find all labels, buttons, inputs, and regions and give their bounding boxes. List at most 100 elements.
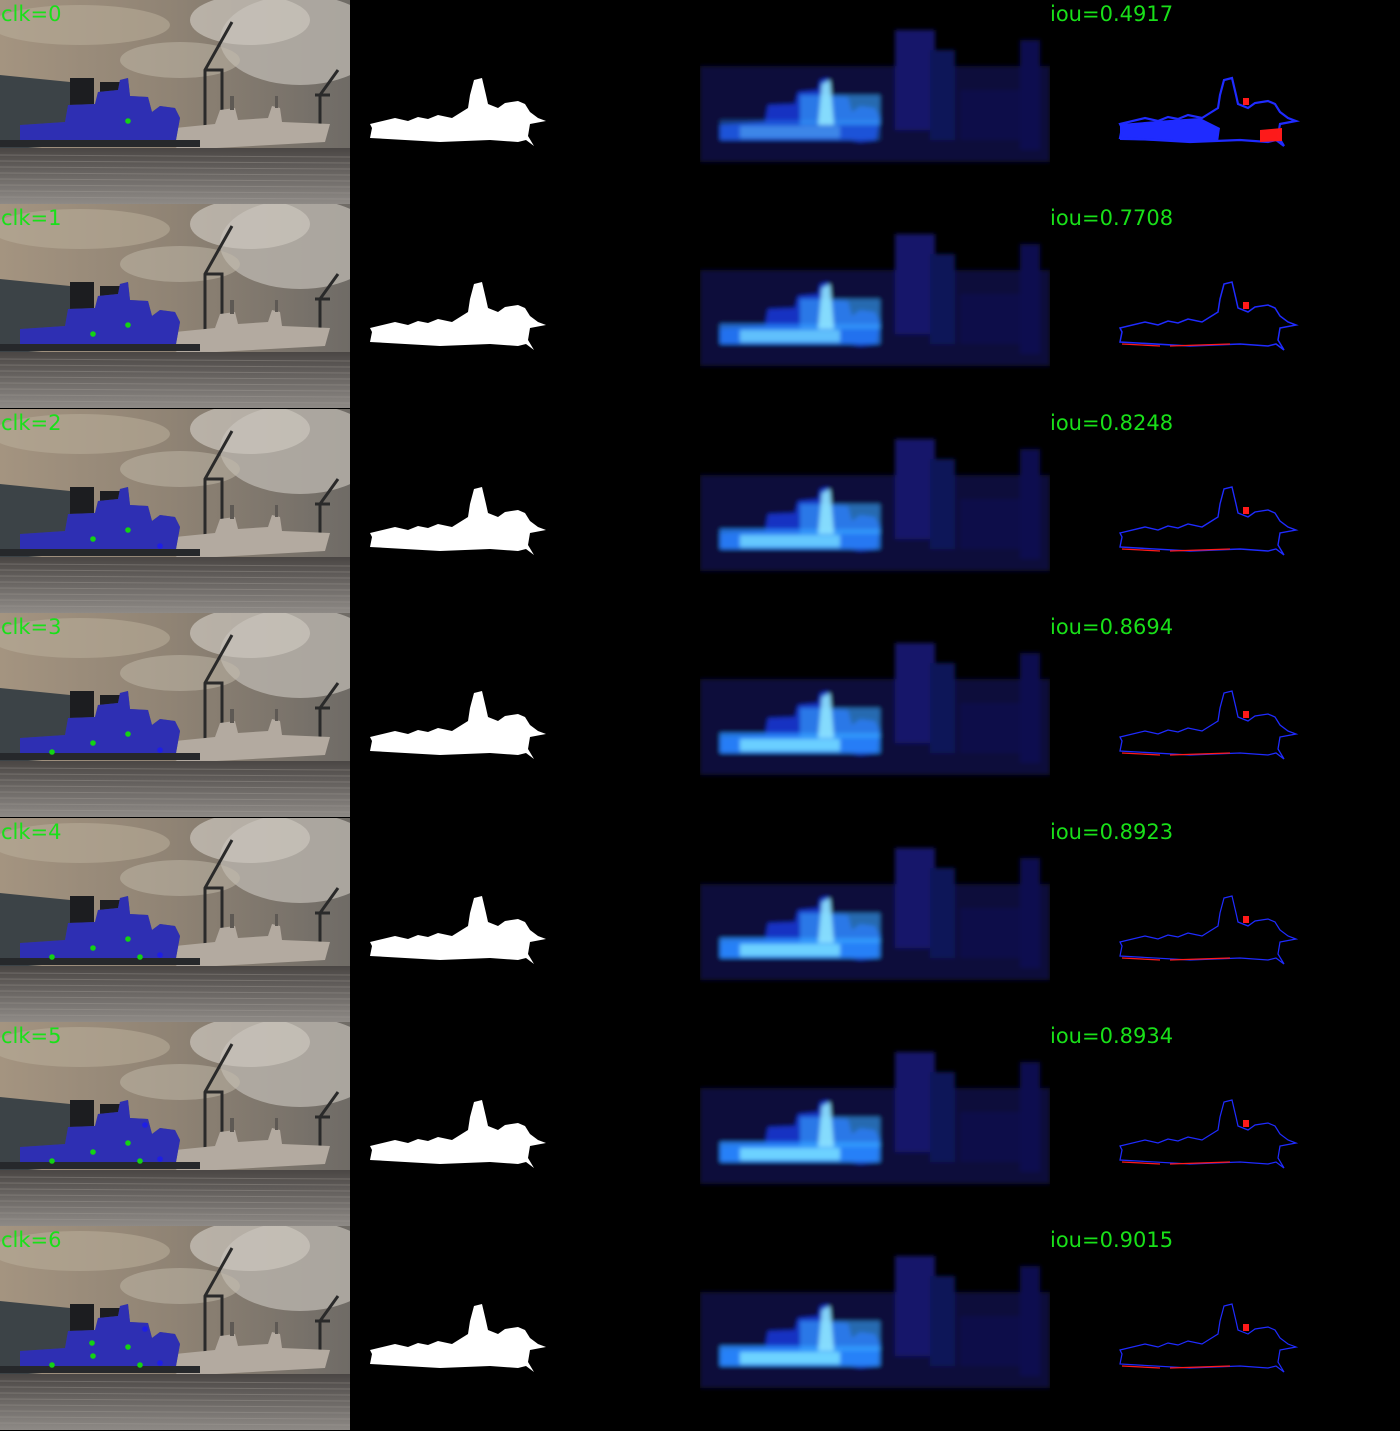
predicted-mask-graphic: [350, 817, 700, 1022]
error-map-graphic: [1050, 613, 1400, 818]
positive-click-marker: [137, 1158, 143, 1164]
click-count-label: clk=2: [1, 410, 62, 435]
result-row: clk=4 iou=0.8923: [0, 817, 1400, 1022]
positive-click-marker: [125, 118, 131, 124]
result-row: clk=3 iou=0.8694: [0, 613, 1400, 818]
negative-click-marker: [157, 951, 163, 958]
predicted-mask-graphic: [350, 1022, 700, 1226]
error-map-panel: [1050, 613, 1400, 818]
positive-click-marker: [137, 953, 143, 960]
result-row: clk=2 iou=0.8248: [0, 408, 1400, 613]
error-map-panel: [1050, 817, 1400, 1022]
positive-click-marker: [90, 740, 96, 746]
iou-score-label: iou=0.8694: [1050, 615, 1174, 640]
predicted-mask-graphic: [350, 204, 700, 409]
error-map-panel: [1050, 0, 1400, 204]
iou-score-label: iou=0.8248: [1050, 410, 1174, 435]
input-image-panel: [0, 1022, 350, 1226]
positive-click-marker: [125, 731, 131, 737]
input-image-graphic: [0, 1226, 350, 1431]
iou-score-label: iou=0.9015: [1050, 1228, 1174, 1253]
positive-click-marker: [90, 331, 96, 338]
predicted-mask-panel: [350, 204, 700, 409]
result-row: clk=5 iou=0.8934: [0, 1022, 1400, 1226]
probability-map-graphic: [700, 613, 1050, 818]
iou-score-label: iou=0.7708: [1050, 206, 1174, 231]
probability-map-panel: [700, 817, 1050, 1022]
predicted-mask-panel: [350, 408, 700, 613]
input-image-graphic: [0, 1022, 350, 1226]
click-count-label: clk=0: [1, 2, 62, 26]
probability-map-panel: [700, 204, 1050, 409]
positive-click-marker: [49, 953, 55, 960]
error-map-panel: [1050, 204, 1400, 409]
result-row: clk=1 iou=0.7708: [0, 204, 1400, 409]
probability-map-graphic: [700, 408, 1050, 613]
positive-click-marker: [90, 535, 96, 542]
error-map-graphic: [1050, 408, 1400, 613]
click-count-label: clk=3: [1, 615, 62, 640]
probability-map-panel: [700, 408, 1050, 613]
input-image-panel: [0, 204, 350, 409]
negative-click-marker: [157, 1360, 163, 1367]
negative-click-marker: [157, 1156, 163, 1162]
error-map-graphic: [1050, 204, 1400, 409]
probability-map-panel: [700, 613, 1050, 818]
positive-click-marker: [49, 1158, 55, 1164]
error-map-graphic: [1050, 1226, 1400, 1431]
click-count-label: clk=6: [1, 1228, 62, 1253]
negative-click-marker: [157, 542, 163, 549]
click-count-label: clk=5: [1, 1024, 62, 1048]
error-map-panel: [1050, 1226, 1400, 1431]
error-map-graphic: [1050, 1022, 1400, 1226]
probability-map-panel: [700, 0, 1050, 204]
probability-map-graphic: [700, 204, 1050, 409]
positive-click-marker: [125, 935, 131, 942]
predicted-mask-panel: [350, 613, 700, 818]
input-image-graphic: [0, 613, 350, 818]
error-map-graphic: [1050, 0, 1400, 204]
input-image-graphic: [0, 408, 350, 613]
input-image-panel: [0, 613, 350, 818]
probability-map-graphic: [700, 1022, 1050, 1226]
positive-click-marker: [90, 1353, 96, 1360]
positive-click-marker: [125, 1140, 131, 1146]
input-image-panel: [0, 408, 350, 613]
positive-click-marker: [90, 1149, 96, 1155]
positive-click-marker: [125, 322, 131, 329]
positive-click-marker: [89, 1340, 95, 1347]
click-count-label: clk=4: [1, 819, 62, 844]
input-image-panel: [0, 1226, 350, 1431]
probability-map-graphic: [700, 1226, 1050, 1431]
input-image-graphic: [0, 204, 350, 409]
error-map-panel: [1050, 1022, 1400, 1226]
probability-map-panel: [700, 1022, 1050, 1226]
predicted-mask-panel: [350, 1226, 700, 1431]
input-image-graphic: [0, 0, 350, 204]
probability-map-panel: [700, 1226, 1050, 1431]
result-row: clk=0 iou=0.4917: [0, 0, 1400, 204]
predicted-mask-graphic: [350, 408, 700, 613]
error-map-graphic: [1050, 817, 1400, 1022]
input-image-graphic: [0, 817, 350, 1022]
predicted-mask-graphic: [350, 1226, 700, 1431]
predicted-mask-graphic: [350, 0, 700, 204]
probability-map-graphic: [700, 817, 1050, 1022]
positive-click-marker: [90, 944, 96, 951]
predicted-mask-panel: [350, 1022, 700, 1226]
negative-click-marker: [142, 1122, 148, 1128]
positive-click-marker: [49, 749, 55, 755]
result-row: clk=6 iou=0.9015: [0, 1226, 1400, 1431]
iou-score-label: iou=0.8934: [1050, 1024, 1174, 1048]
click-count-label: clk=1: [1, 206, 62, 231]
predicted-mask-panel: [350, 817, 700, 1022]
positive-click-marker: [137, 1362, 143, 1369]
input-image-panel: [0, 817, 350, 1022]
negative-click-marker: [157, 747, 163, 753]
probability-map-graphic: [700, 0, 1050, 204]
iou-score-label: iou=0.8923: [1050, 819, 1174, 844]
error-map-panel: [1050, 408, 1400, 613]
predicted-mask-graphic: [350, 613, 700, 818]
input-image-panel: [0, 0, 350, 204]
